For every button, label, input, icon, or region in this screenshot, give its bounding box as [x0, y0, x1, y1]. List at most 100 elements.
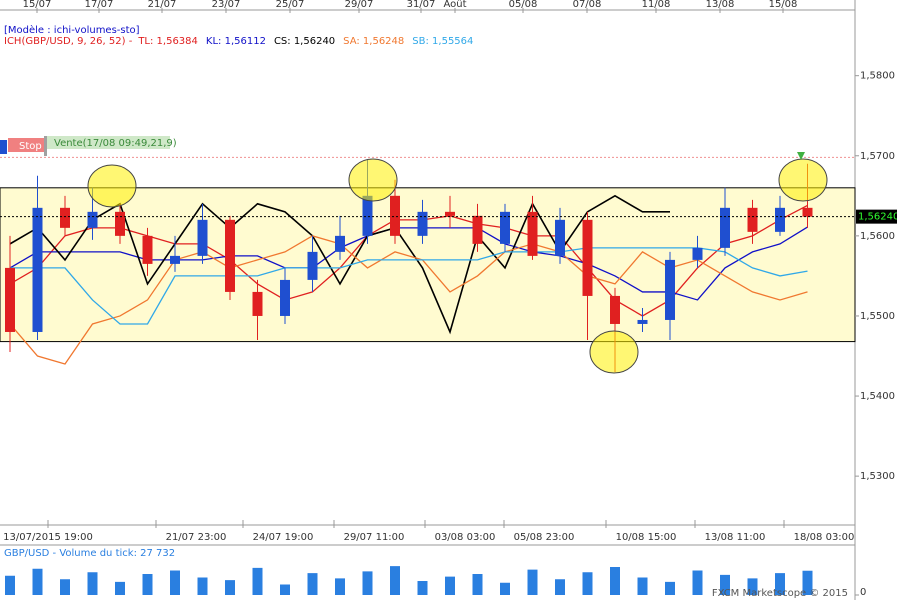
volume-bar: [60, 579, 70, 595]
candle-body: [445, 211, 455, 216]
candle-body: [637, 319, 648, 324]
candle-body: [280, 279, 290, 316]
bottom-label: 13/08 11:00: [705, 532, 766, 543]
candle-body: [115, 211, 125, 236]
bottom-label: 10/08 15:00: [616, 532, 677, 543]
y-tick-label: 1,5800: [860, 71, 895, 82]
top-label: 25/07: [276, 0, 305, 10]
indicator-line: [10, 247, 808, 325]
highlight-circle: [87, 164, 137, 208]
volume-bar: [307, 573, 318, 595]
y-tick-label: 1,5600: [860, 231, 895, 242]
bottom-label: 03/08 03:00: [435, 532, 496, 543]
top-label: 31/07: [407, 0, 436, 10]
candle-body: [142, 235, 153, 264]
volume-bar: [115, 581, 125, 595]
candle-body: [555, 219, 565, 256]
volume-bar: [472, 574, 483, 595]
volume-bar: [417, 581, 428, 595]
y-tick-label: 1,5300: [860, 471, 895, 482]
signal-marker: [44, 136, 47, 156]
candle-body: [610, 295, 620, 324]
volume-bar: [445, 576, 455, 595]
candle-body: [170, 255, 180, 264]
candle-body: [362, 195, 373, 236]
candle-body: [252, 291, 263, 316]
top-label: 15/07: [23, 0, 52, 10]
bottom-label: 13/07/2015 19:00: [3, 532, 93, 543]
candle-body: [5, 267, 15, 332]
candle-body: [802, 207, 813, 217]
volume-bar: [747, 578, 758, 595]
candle-body: [225, 219, 235, 292]
bottom-label: 29/07 11:00: [344, 532, 405, 543]
signal-box: [46, 136, 170, 149]
volume-bar: [390, 566, 400, 595]
candle-body: [775, 207, 785, 232]
highlight-circle: [348, 158, 398, 202]
legend-entry: TL: 1,56384: [137, 36, 198, 47]
signal-arrow: [797, 152, 805, 160]
candle-body: [390, 195, 400, 236]
legend-entry: CS: 1,56240: [274, 36, 335, 47]
candle-body: [335, 235, 345, 252]
top-label: 23/07: [212, 0, 241, 10]
volume-bar: [665, 581, 675, 595]
highlight-circle: [589, 330, 639, 374]
top-label: 17/07: [85, 0, 114, 10]
top-label: 29/07: [345, 0, 374, 10]
volume-bar: [610, 567, 620, 595]
top-label: 05/08: [509, 0, 538, 10]
legend-entry: SB: 1,55564: [412, 36, 473, 47]
top-label: Août: [443, 0, 466, 10]
highlight-circle: [778, 158, 828, 202]
legend-entry: KL: 1,56112: [206, 36, 266, 47]
volume-bar: [692, 570, 703, 595]
volume-tick-label: 0: [860, 587, 866, 598]
stop-marker: [0, 140, 7, 154]
signal-label: Vente(17/08 09:49,21,9): [54, 138, 177, 149]
bottom-label: 05/08 23:00: [514, 532, 575, 543]
volume-bar: [5, 575, 15, 595]
top-label: 15/08: [769, 0, 798, 10]
stop-box: [8, 138, 44, 152]
price-box: [856, 209, 897, 224]
volume-bar: [335, 578, 345, 595]
y-tick-label: 1,5400: [860, 391, 895, 402]
copyright: FXCM Marketscope © 2015: [712, 588, 848, 599]
candle-body: [417, 211, 428, 236]
bottom-label: 18/08 03:00: [794, 532, 855, 543]
legend-entry: SA: 1,56248: [343, 36, 404, 47]
candle-body: [500, 211, 510, 244]
volume-title: GBP/USD - Volume du tick: 27 732: [4, 548, 175, 559]
y-tick-label: 1,5700: [860, 151, 895, 162]
stop-label: Stop: [19, 141, 42, 152]
candle-body: [720, 207, 730, 248]
volume-bar: [527, 569, 538, 595]
volume-bar: [362, 571, 373, 595]
volume-bar: [87, 572, 98, 595]
candle-body: [87, 211, 98, 228]
top-label: 13/08: [706, 0, 735, 10]
volume-bar: [802, 570, 813, 595]
candle-body: [197, 219, 208, 256]
candle-body: [747, 207, 758, 232]
volume-bar: [582, 572, 593, 595]
top-label: 21/07: [148, 0, 177, 10]
volume-bar: [225, 580, 235, 595]
volume-bar: [32, 568, 43, 595]
y-tick-label: 1,5500: [860, 311, 895, 322]
volume-bar: [170, 570, 180, 595]
model-label: [Modèle : ichi-volumes-sto]: [4, 24, 140, 36]
volume-bar: [280, 584, 290, 595]
volume-bar: [555, 579, 565, 595]
candle-body: [307, 251, 318, 280]
indicator-label: ICH(GBP/USD, 9, 26, 52) -: [4, 36, 133, 47]
volume-bar: [775, 573, 785, 595]
volume-bar: [720, 574, 730, 595]
candle-body: [582, 219, 593, 296]
price-label: 1,56240: [858, 212, 897, 223]
volume-bar: [252, 567, 263, 595]
